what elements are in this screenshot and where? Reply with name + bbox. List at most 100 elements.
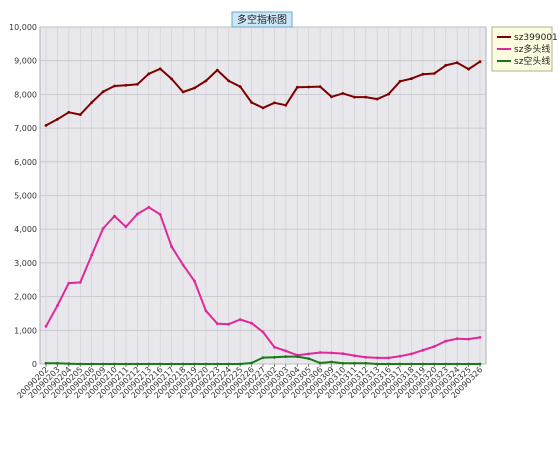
data-point [478,362,482,366]
data-point [181,362,185,366]
data-point [467,67,470,71]
data-point [227,362,231,366]
data-point [398,354,402,358]
y-tick-label: 6,000 [14,158,37,167]
data-point [455,337,459,341]
data-point [56,361,59,365]
data-point [375,356,379,360]
data-point [330,360,333,364]
data-point [44,124,48,127]
data-point [113,84,116,88]
data-point [307,357,311,360]
data-point [124,83,128,87]
y-tick-label: 10,000 [9,23,37,32]
data-point [307,85,311,89]
data-point [193,362,196,366]
data-point [261,106,265,110]
y-tick-label: 5,000 [14,192,37,201]
data-point [353,354,356,357]
data-point [318,351,322,354]
data-point [295,355,299,358]
data-point [478,336,482,339]
data-point [90,253,94,257]
data-point [170,245,174,249]
data-point [261,330,265,334]
data-point [181,263,185,267]
y-tick-label: 7,000 [14,124,37,133]
data-point [421,362,425,366]
data-point [124,225,128,229]
data-point [421,348,425,352]
data-point [90,101,94,104]
data-point [284,349,288,353]
data-point [124,362,128,366]
data-point [273,345,276,349]
data-point [181,90,185,94]
data-point [341,92,345,95]
data-point [250,361,254,365]
data-point [227,322,231,326]
data-point [238,318,242,321]
chart-title-text: 多空指标图 [237,13,287,26]
data-point [215,362,219,366]
data-point [147,72,151,76]
y-tick-label: 3,000 [14,259,37,268]
data-point [398,79,402,83]
data-point [478,60,482,64]
data-point [410,352,413,356]
chart-title: 多空指标图 [231,11,293,28]
y-tick-label: 8,000 [14,90,37,99]
data-point [204,309,208,313]
data-point [455,362,459,366]
data-point [170,77,174,81]
data-point [158,213,162,216]
data-point [375,97,379,101]
data-point [136,82,139,86]
y-tick-label: 2,000 [14,293,37,302]
data-point [44,361,48,365]
data-point [330,95,333,99]
data-point [204,362,208,366]
data-point [432,345,436,348]
legend-label-1: sz多头线 [514,43,550,55]
data-point [375,362,379,366]
data-point [444,64,448,67]
data-point [341,361,345,365]
data-point [56,304,59,308]
data-point [364,355,368,359]
data-point [136,212,139,216]
data-point [387,92,390,96]
data-point [215,322,219,325]
data-point [67,110,71,114]
data-point [250,101,254,104]
data-point [387,356,390,360]
data-point [78,281,82,284]
data-point [353,361,356,365]
data-point [56,117,59,121]
data-point [170,362,174,366]
data-point [147,205,151,209]
data-point [455,61,459,65]
data-point [467,362,470,366]
data-point [204,79,208,83]
data-point [238,362,242,366]
data-point [444,339,448,343]
data-point [78,113,82,116]
data-point [318,85,322,88]
data-point [410,77,413,80]
data-point [364,95,368,99]
y-tick-label: 9,000 [14,57,37,66]
data-point [341,352,345,355]
data-point [101,90,105,94]
data-point [353,95,356,99]
data-point [421,72,425,76]
data-point [284,103,288,107]
data-point [284,355,288,358]
data-point [193,86,196,90]
data-point [318,361,322,365]
data-point [273,355,276,359]
data-point [67,362,71,366]
data-point [67,281,71,285]
data-point [90,362,94,366]
